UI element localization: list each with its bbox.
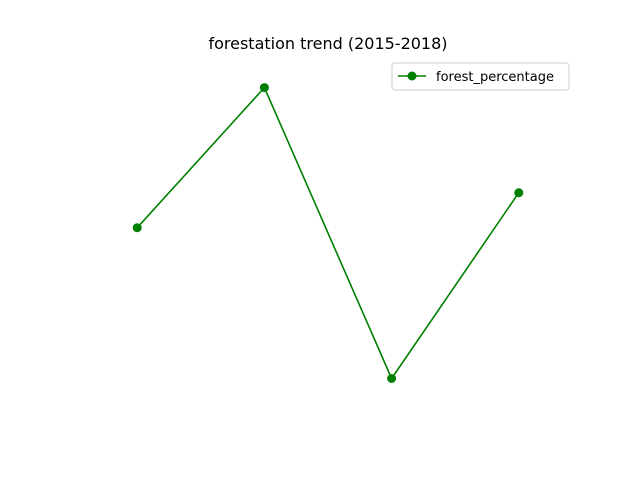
- chart-title: forestation trend (2015-2018): [208, 34, 447, 53]
- legend-label: forest_percentage: [436, 70, 554, 85]
- data-point-2018: [514, 188, 524, 198]
- legend-point-marker: [407, 71, 417, 81]
- data-point-2016: [259, 83, 269, 93]
- series-line-0: [136, 86, 520, 380]
- data-point-2015: [132, 223, 142, 233]
- data-point-2017: [387, 374, 397, 383]
- plot-area: [132, 83, 524, 383]
- legend-box: [391, 62, 570, 91]
- legend: forest_percentage: [391, 62, 570, 91]
